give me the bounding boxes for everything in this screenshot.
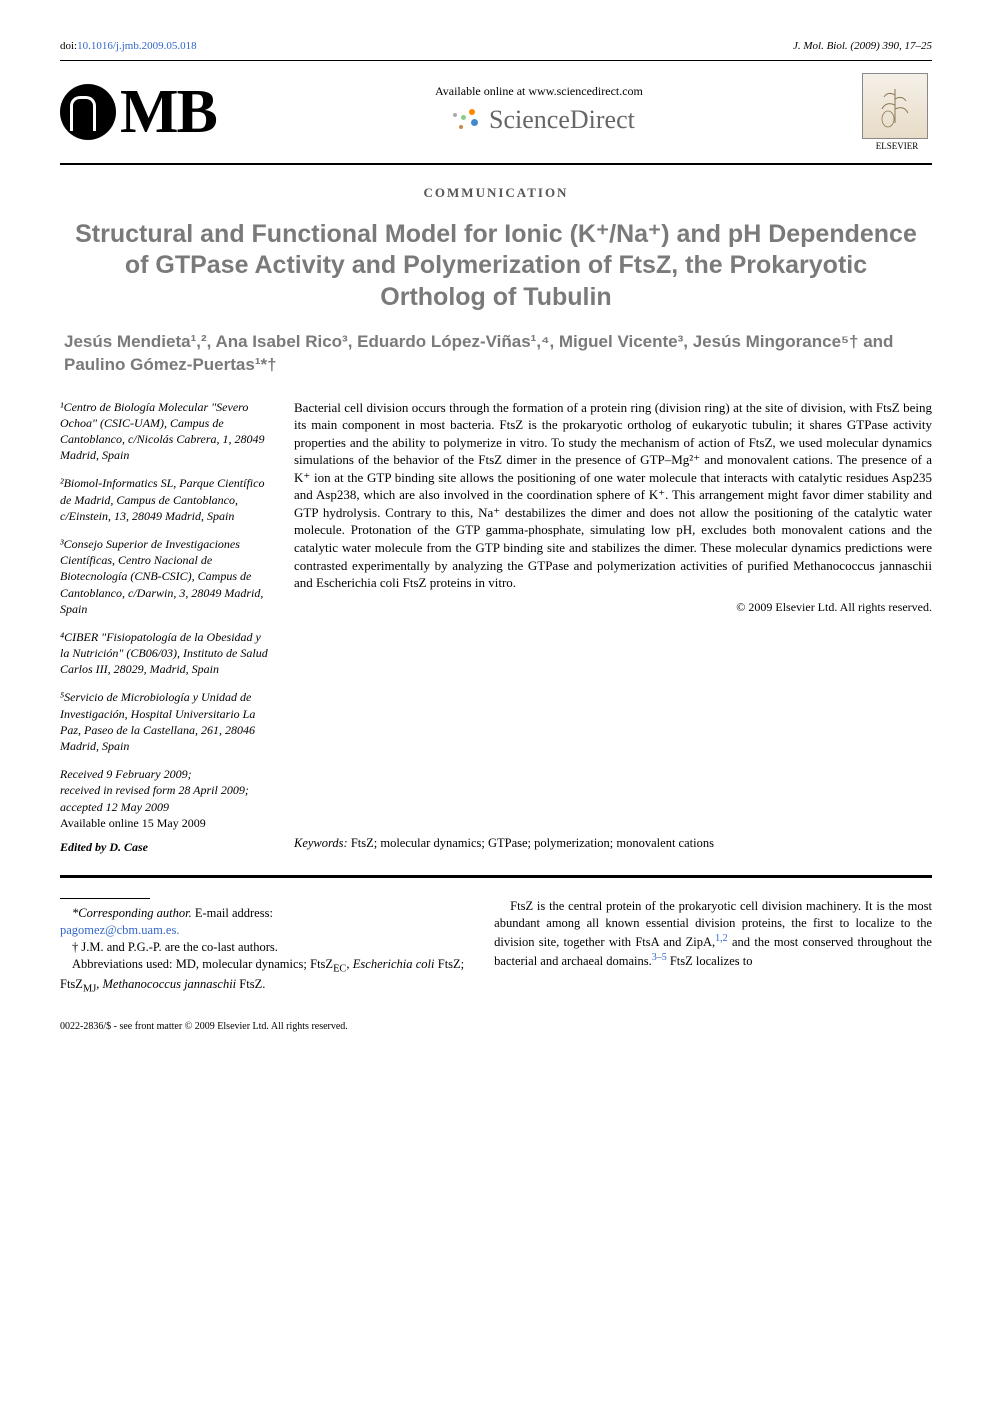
footnotes-column: *Corresponding author. E-mail address: p… bbox=[60, 898, 464, 997]
logo-row: MB Available online at www.sciencedirect… bbox=[60, 73, 932, 151]
jmb-logo: MB bbox=[60, 77, 216, 148]
elsevier-tree-icon bbox=[862, 73, 928, 139]
keywords-label: Keywords: bbox=[294, 836, 348, 850]
article-title: Structural and Functional Model for Ioni… bbox=[60, 219, 932, 313]
abbreviations: Abbreviations used: MD, molecular dynami… bbox=[60, 956, 464, 997]
right-column: Bacterial cell division occurs through t… bbox=[294, 399, 932, 856]
citation-link-1[interactable]: 1,2 bbox=[715, 933, 728, 944]
top-divider bbox=[60, 60, 932, 61]
affiliation-3: ³Consejo Superior de Investigaciones Cie… bbox=[60, 536, 270, 617]
elsevier-text: ELSEVIER bbox=[862, 141, 932, 151]
revised-date: received in revised form 28 April 2009; bbox=[60, 782, 270, 798]
header-divider bbox=[60, 163, 932, 165]
corresponding-label: *Corresponding author. bbox=[72, 906, 192, 920]
left-column: ¹Centro de Biología Molecular "Severo Oc… bbox=[60, 399, 270, 856]
intro-text-3: FtsZ localizes to bbox=[667, 954, 753, 968]
sciencedirect-logo: ScienceDirect bbox=[443, 105, 635, 135]
abstract: Bacterial cell division occurs through t… bbox=[294, 399, 932, 592]
accepted-date: accepted 12 May 2009 bbox=[60, 799, 270, 815]
intro-paragraph: FtsZ is the central protein of the proka… bbox=[494, 898, 932, 970]
doi-link[interactable]: 10.1016/j.jmb.2009.05.018 bbox=[77, 40, 196, 52]
citation-link-2[interactable]: 3–5 bbox=[652, 952, 667, 963]
affiliation-4: ⁴CIBER "Fisiopatología de la Obesidad y … bbox=[60, 629, 270, 678]
affiliation-1: ¹Centro de Biología Molecular "Severo Oc… bbox=[60, 399, 270, 464]
doi-block: doi:10.1016/j.jmb.2009.05.018 bbox=[60, 40, 197, 52]
dates-block: Received 9 February 2009; received in re… bbox=[60, 766, 270, 831]
journal-reference: J. Mol. Biol. (2009) 390, 17–25 bbox=[793, 40, 932, 52]
elsevier-logo: ELSEVIER bbox=[862, 73, 932, 151]
footnote-rule bbox=[60, 898, 150, 899]
corresponding-author: *Corresponding author. E-mail address: bbox=[60, 905, 464, 922]
main-columns: ¹Centro de Biología Molecular "Severo Oc… bbox=[60, 399, 932, 856]
bottom-copyright: 0022-2836/$ - see front matter © 2009 El… bbox=[60, 1021, 932, 1032]
received-date: Received 9 February 2009; bbox=[60, 766, 270, 782]
edited-by: Edited by D. Case bbox=[60, 839, 270, 855]
colast-note: † J.M. and P.G.-P. are the co-last autho… bbox=[60, 939, 464, 956]
email-link[interactable]: pagomez@cbm.uam.es. bbox=[60, 922, 464, 939]
keywords-list: FtsZ; molecular dynamics; GTPase; polyme… bbox=[348, 836, 714, 850]
affiliation-2: ²Biomol-Informatics SL, Parque Científic… bbox=[60, 475, 270, 524]
sd-available-text: Available online at www.sciencedirect.co… bbox=[216, 84, 862, 99]
section-label: Communication bbox=[60, 185, 932, 201]
authors: Jesús Mendieta¹,², Ana Isabel Rico³, Edu… bbox=[60, 331, 932, 377]
header-meta-row: doi:10.1016/j.jmb.2009.05.018 J. Mol. Bi… bbox=[60, 40, 932, 52]
jmb-icon bbox=[60, 84, 116, 140]
jmb-text: MB bbox=[120, 77, 216, 148]
sciencedirect-block: Available online at www.sciencedirect.co… bbox=[216, 84, 862, 140]
keywords-block: Keywords: FtsZ; molecular dynamics; GTPa… bbox=[294, 835, 932, 851]
intro-column: FtsZ is the central protein of the proka… bbox=[494, 898, 932, 997]
thick-divider bbox=[60, 875, 932, 878]
sd-name: ScienceDirect bbox=[489, 105, 635, 135]
copyright: © 2009 Elsevier Ltd. All rights reserved… bbox=[294, 600, 932, 615]
online-date: Available online 15 May 2009 bbox=[60, 815, 270, 831]
sd-dots-icon bbox=[443, 105, 483, 135]
doi-prefix: doi: bbox=[60, 40, 77, 52]
affiliation-5: ⁵Servicio de Microbiología y Unidad de I… bbox=[60, 689, 270, 754]
corresponding-text: E-mail address: bbox=[192, 906, 273, 920]
footer-columns: *Corresponding author. E-mail address: p… bbox=[60, 898, 932, 997]
